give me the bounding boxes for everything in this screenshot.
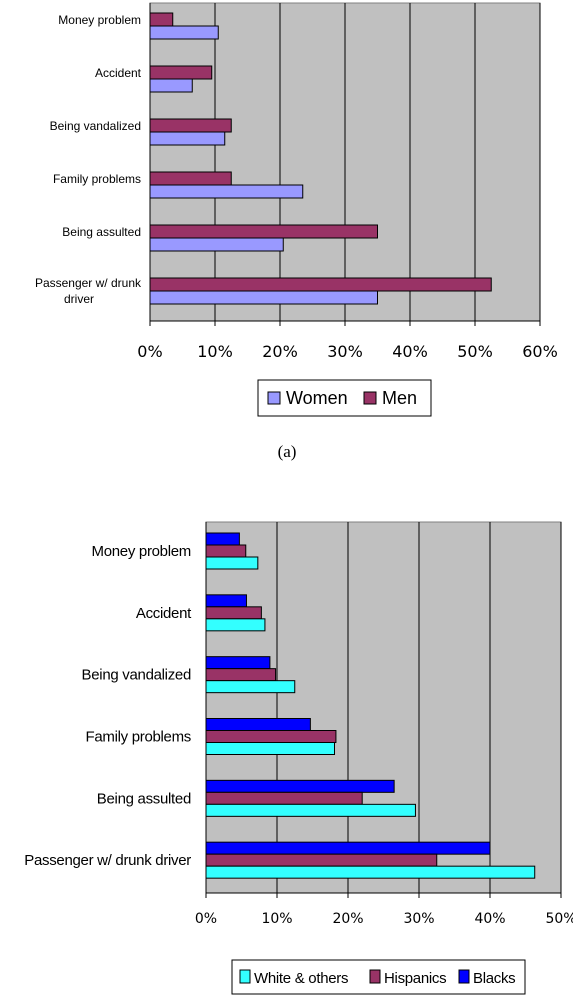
bar-men: [149, 12, 174, 27]
bar-white-others: [205, 742, 336, 755]
bar-hispanics: [205, 544, 247, 558]
bar-women: [149, 237, 284, 252]
legend-swatch-women: [267, 391, 281, 405]
legend-label-white-others: White & others: [254, 970, 348, 987]
bar-blacks: [205, 779, 395, 793]
x-tick-label: 40%: [474, 911, 505, 927]
figure-caption-a: (a): [278, 442, 297, 461]
bar-women: [149, 78, 193, 93]
legend-label-women: Women: [286, 388, 348, 408]
category-label: driver: [64, 292, 94, 306]
category-label: Being vandalized: [82, 667, 191, 684]
x-tick-label: 0%: [195, 911, 217, 927]
legend-swatch-men: [363, 391, 377, 405]
bar-white-others: [205, 556, 259, 570]
bar-hispanics: [205, 606, 262, 620]
category-label: Accident: [136, 605, 192, 622]
bar-white-others: [205, 680, 296, 694]
bar-men: [149, 277, 492, 292]
legend-label-men: Men: [382, 388, 417, 408]
legend-label-blacks: Blacks: [473, 970, 515, 987]
x-tick-label: 20%: [332, 911, 363, 927]
legend-b: White & others Hispanics Blacks: [231, 959, 526, 995]
bar-blacks: [205, 532, 240, 546]
bar-men: [149, 65, 213, 80]
legend-swatch-hispanics: [369, 969, 381, 984]
x-tick-label: 40%: [392, 342, 428, 361]
x-tick-label: 50%: [545, 911, 573, 927]
bar-men: [149, 118, 232, 133]
x-tick-label: 20%: [262, 342, 298, 361]
category-label: Family problems: [85, 729, 191, 746]
bar-women: [149, 131, 226, 146]
category-label: Being assulted: [97, 790, 191, 807]
x-tick-label: 60%: [522, 342, 558, 361]
x-tick-label: 30%: [403, 911, 434, 927]
x-tick-label: 0%: [137, 342, 162, 361]
bar-hispanics: [205, 668, 277, 682]
bar-blacks: [205, 841, 491, 855]
x-tick-label: 10%: [197, 342, 233, 361]
bar-men: [149, 224, 378, 239]
legend-a: Women Men: [257, 379, 432, 417]
chart-a: Money problem Accident Being vandalized Fam…: [35, 2, 558, 417]
bar-hispanics: [205, 853, 438, 867]
chart-b: Money problem Accident Being vandalized Fam…: [24, 521, 573, 995]
category-label: Money problem: [58, 13, 141, 27]
bar-women: [149, 184, 304, 199]
bar-blacks: [205, 718, 311, 731]
bar-hispanics: [205, 791, 363, 805]
category-label: Money problem: [92, 543, 191, 560]
bar-white-others: [205, 618, 266, 632]
bar-blacks: [205, 594, 247, 608]
legend-label-hispanics: Hispanics: [384, 970, 446, 987]
legend-swatch-blacks: [458, 969, 470, 984]
bar-blacks: [205, 656, 271, 670]
category-label: Passenger w/ drunk driver: [24, 852, 191, 869]
category-label: Family problems: [53, 172, 141, 186]
category-label: Being vandalized: [50, 119, 141, 133]
x-tick-label: 30%: [327, 342, 363, 361]
x-tick-label: 50%: [457, 342, 493, 361]
bar-men: [149, 171, 232, 186]
bar-white-others: [205, 803, 416, 817]
bar-women: [149, 25, 219, 40]
bar-hispanics: [205, 730, 337, 743]
bar-women: [149, 290, 378, 305]
category-label: Being assulted: [62, 225, 141, 239]
category-label: Passenger w/ drunk: [35, 276, 142, 290]
legend-box: [257, 379, 432, 417]
plot-area: [205, 521, 562, 894]
bar-white-others: [205, 865, 536, 879]
legend-swatch-white-others: [239, 969, 251, 984]
category-label: Accident: [95, 66, 142, 80]
x-tick-label: 10%: [261, 911, 292, 927]
